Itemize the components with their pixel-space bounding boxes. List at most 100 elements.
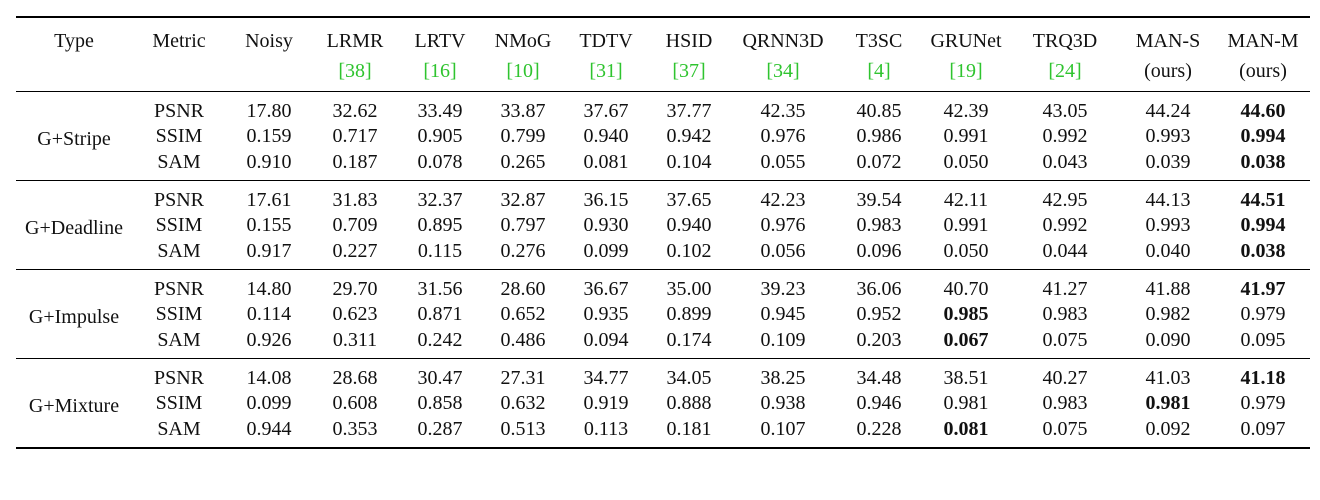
value-cell: 0.991: [943, 125, 989, 147]
value-cell: 0.102: [648, 239, 730, 270]
value-cell: 0.986: [856, 125, 902, 147]
column-header: Noisy: [226, 16, 312, 92]
type-cell: G+Mixture: [16, 358, 132, 449]
value-cell: 0.174: [648, 328, 730, 359]
column-header: HSID [37]: [648, 16, 730, 92]
value-cell: 36.67: [583, 277, 629, 300]
value-cell: 40.27: [1042, 366, 1088, 389]
metric-cell: SAM: [132, 239, 226, 270]
data-row: G+Impulse PSNR 14.80 29.70 31.56 28.60 36.67 35…: [16, 269, 1310, 359]
data-row: SAM 0.910 0.187 0.078 0.265 0.081 0.104 0.055 0.…: [16, 150, 1310, 181]
value-cell: 44.60: [1240, 99, 1286, 122]
column-header: T3SC [4]: [836, 16, 922, 92]
value-cell: 0.623: [332, 303, 378, 325]
value-cell: 37.65: [666, 188, 712, 211]
value-cell: 0.181: [648, 417, 730, 449]
column-name: MAN-S: [1135, 30, 1201, 52]
metric-cell: PSNR: [153, 277, 205, 300]
value-cell: 34.77: [583, 366, 629, 389]
data-row: SAM 0.917 0.227 0.115 0.276 0.099 0.102 0.056 0.…: [16, 239, 1310, 270]
value-cell: 17.61: [246, 188, 292, 211]
value-cell: 0.113: [564, 417, 648, 449]
type-cell: G+Stripe: [16, 91, 132, 181]
value-cell: 0.981: [943, 392, 989, 414]
value-cell: 0.717: [332, 125, 378, 147]
value-cell: 17.80: [246, 99, 292, 122]
value-cell: 33.49: [417, 99, 463, 122]
value-cell: 0.917: [226, 239, 312, 270]
value-cell: 0.942: [666, 125, 712, 147]
column-note: (ours): [1144, 60, 1192, 82]
value-cell: 0.038: [1216, 150, 1310, 181]
value-cell: 0.056: [730, 239, 836, 270]
column-name: NMoG: [494, 30, 552, 52]
citation: [24]: [1048, 60, 1082, 82]
value-cell: 0.078: [398, 150, 482, 181]
value-cell: 0.994: [1240, 214, 1286, 236]
header-row: Type Metric Noisy LRMR [38] LRTV [16] NMoG [10] T…: [16, 16, 1310, 92]
metric-cell: SSIM: [155, 392, 203, 414]
column-name: TDTV: [579, 30, 633, 52]
citation: [10]: [506, 60, 540, 82]
column-name: TRQ3D: [1032, 30, 1098, 52]
column-header: GRUNet [19]: [922, 16, 1010, 92]
value-cell: 41.97: [1240, 277, 1286, 300]
value-cell: 36.15: [583, 188, 629, 211]
value-cell: 14.80: [246, 277, 292, 300]
value-cell: 0.099: [564, 239, 648, 270]
value-cell: 0.944: [226, 417, 312, 449]
value-cell: 37.77: [666, 99, 712, 122]
column-name: HSID: [665, 30, 713, 52]
column-name: LRTV: [414, 30, 466, 52]
value-cell: 44.13: [1145, 188, 1191, 211]
value-cell: 0.353: [312, 417, 398, 449]
value-cell: 0.888: [666, 392, 712, 414]
value-cell: 14.08: [246, 366, 292, 389]
metric-cell: SSIM: [155, 125, 203, 147]
value-cell: 0.242: [398, 328, 482, 359]
column-name: QRNN3D: [742, 30, 824, 52]
value-cell: 0.652: [500, 303, 546, 325]
data-row: G+Deadline PSNR 17.61 31.83 32.37 32.87 36.15 3…: [16, 180, 1310, 270]
value-cell: 42.35: [760, 99, 806, 122]
data-row: G+Mixture PSNR 14.08 28.68 30.47 27.31 34.77 34…: [16, 358, 1310, 449]
value-cell: 0.930: [583, 214, 629, 236]
column-name: Metric: [152, 30, 206, 52]
value-cell: 0.276: [482, 239, 564, 270]
value-cell: 0.075: [1010, 417, 1120, 449]
value-cell: 42.23: [760, 188, 806, 211]
citation: [19]: [949, 60, 983, 82]
value-cell: 0.799: [500, 125, 546, 147]
value-cell: 0.227: [312, 239, 398, 270]
column-header: MAN-S (ours): [1120, 16, 1216, 92]
column-header: MAN-M (ours): [1216, 16, 1310, 92]
type-cell: G+Impulse: [16, 269, 132, 359]
value-cell: 39.54: [856, 188, 902, 211]
column-header: NMoG [10]: [482, 16, 564, 92]
value-cell: 0.983: [1042, 303, 1088, 325]
column-header: Type: [16, 16, 132, 92]
column-header: LRMR [38]: [312, 16, 398, 92]
value-cell: 41.18: [1240, 366, 1286, 389]
value-cell: 42.11: [943, 188, 989, 211]
value-cell: 35.00: [666, 277, 712, 300]
results-table: Type Metric Noisy LRMR [38] LRTV [16] NMoG [10] T…: [16, 16, 1310, 449]
value-cell: 0.976: [760, 125, 806, 147]
citation: [16]: [423, 60, 457, 82]
column-header: QRNN3D [34]: [730, 16, 836, 92]
value-cell: 0.983: [856, 214, 902, 236]
value-cell: 0.994: [1240, 125, 1286, 147]
value-cell: 27.31: [500, 366, 546, 389]
value-cell: 0.072: [836, 150, 922, 181]
metric-cell: PSNR: [153, 99, 205, 122]
value-cell: 0.486: [482, 328, 564, 359]
value-cell: 40.70: [943, 277, 989, 300]
value-cell: 0.982: [1145, 303, 1191, 325]
value-cell: 37.67: [583, 99, 629, 122]
column-header: TDTV [31]: [564, 16, 648, 92]
value-cell: 28.60: [500, 277, 546, 300]
value-cell: 0.095: [1216, 328, 1310, 359]
value-cell: 0.107: [730, 417, 836, 449]
value-cell: 36.06: [856, 277, 902, 300]
